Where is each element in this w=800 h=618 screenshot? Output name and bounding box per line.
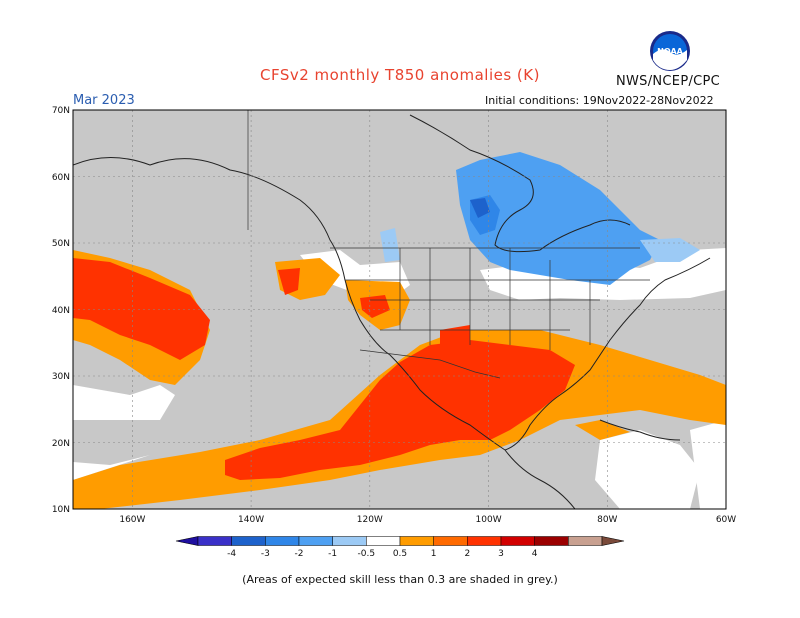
lon-label: 160W bbox=[119, 515, 145, 525]
legend-swatch bbox=[568, 536, 603, 546]
lon-label: 80W bbox=[597, 515, 617, 525]
legend-tick-label: -4 bbox=[227, 549, 236, 559]
lat-labels: 70N 60N 50N 40N 30N 20N 10N bbox=[52, 106, 70, 515]
legend-arrow-left bbox=[175, 536, 199, 546]
map-frame bbox=[72, 109, 727, 510]
legend-swatch bbox=[433, 536, 468, 546]
lon-label: 120W bbox=[357, 515, 383, 525]
positive-anomaly-region bbox=[575, 420, 630, 440]
legend-swatch bbox=[265, 536, 300, 546]
negative-anomaly-region bbox=[640, 238, 700, 262]
positive-anomaly-region bbox=[440, 325, 470, 348]
legend-swatch bbox=[197, 536, 232, 546]
agency-label: NWS/NCEP/CPC bbox=[616, 74, 721, 89]
legend-tick-label: 3 bbox=[498, 549, 504, 559]
logo-text: NOAA bbox=[657, 47, 683, 56]
legend-swatch bbox=[500, 536, 535, 546]
legend-swatch bbox=[231, 536, 266, 546]
legend-tick-label: -0.5 bbox=[358, 549, 376, 559]
legend-colorbar: -4 -3 -2 -1 -0.5 0.5 1 2 3 4 bbox=[175, 536, 625, 559]
legend-tick-label: 0.5 bbox=[393, 549, 407, 559]
legend-tick-label: -3 bbox=[261, 549, 270, 559]
legend-tick-label: 1 bbox=[431, 549, 437, 559]
noaa-logo-icon: NOAA bbox=[649, 30, 691, 72]
graticule bbox=[73, 110, 726, 509]
legend-swatch bbox=[467, 536, 502, 546]
lon-label: 140W bbox=[238, 515, 264, 525]
positive-anomaly-region bbox=[278, 268, 300, 295]
legend-swatch bbox=[366, 536, 401, 546]
political-boundaries bbox=[247, 110, 650, 379]
legend-swatch bbox=[298, 536, 333, 546]
lon-labels: 160W 140W 120W 100W 80W 60W bbox=[119, 515, 736, 525]
legend-swatch bbox=[399, 536, 434, 546]
positive-anomaly-region bbox=[73, 258, 210, 360]
neutral-region bbox=[73, 385, 175, 420]
lat-label: 20N bbox=[52, 439, 70, 449]
lat-label: 30N bbox=[52, 372, 70, 382]
lat-label: 50N bbox=[52, 239, 70, 249]
coastlines bbox=[73, 114, 711, 509]
legend-tick-label: -1 bbox=[328, 549, 337, 559]
neutral-region bbox=[595, 430, 700, 509]
legend-swatch bbox=[332, 536, 367, 546]
neutral-region bbox=[73, 455, 150, 480]
positive-anomaly-region bbox=[360, 295, 390, 318]
initial-conditions-label: Initial conditions: 19Nov2022-28Nov2022 bbox=[485, 94, 714, 107]
legend-tick-label: 4 bbox=[532, 549, 538, 559]
negative-anomaly-region bbox=[380, 228, 400, 262]
legend-tick-label: 2 bbox=[464, 549, 470, 559]
valid-month-label: Mar 2023 bbox=[73, 93, 135, 108]
lat-label: 60N bbox=[52, 173, 70, 183]
map-title: CFSv2 monthly T850 anomalies (K) bbox=[260, 66, 540, 84]
skill-footnote: (Areas of expected skill less than 0.3 a… bbox=[242, 573, 558, 586]
lon-label: 100W bbox=[476, 515, 502, 525]
legend-arrow-right bbox=[601, 536, 625, 546]
legend-swatch bbox=[534, 536, 569, 546]
lon-label: 60W bbox=[716, 515, 736, 525]
lat-label: 70N bbox=[52, 106, 70, 116]
negative-anomaly-region bbox=[456, 152, 660, 285]
negative-anomaly-region bbox=[470, 198, 490, 218]
lat-label: 40N bbox=[52, 306, 70, 316]
lat-label: 10N bbox=[52, 505, 70, 515]
legend-tick-label: -2 bbox=[295, 549, 304, 559]
